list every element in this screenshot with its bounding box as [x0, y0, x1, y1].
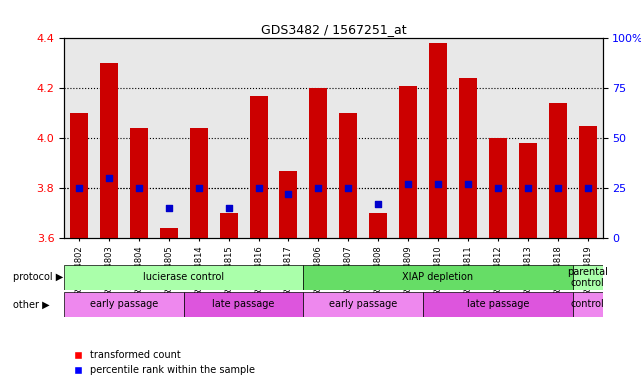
Point [403, 181, 413, 187]
Bar [249, 96, 267, 238]
Point [463, 181, 473, 187]
Point [433, 181, 443, 187]
Bar [130, 128, 148, 238]
Text: late passage: late passage [212, 299, 275, 310]
Bar [100, 63, 118, 238]
Text: other ▶: other ▶ [13, 299, 49, 310]
Point [493, 185, 503, 191]
Point [522, 185, 533, 191]
Legend: transformed count, percentile rank within the sample: transformed count, percentile rank withi… [69, 346, 259, 379]
Bar [459, 78, 477, 238]
Point [553, 185, 563, 191]
Point [583, 185, 593, 191]
Point [224, 205, 234, 211]
Bar [489, 138, 507, 238]
FancyBboxPatch shape [64, 292, 184, 317]
Point [194, 185, 204, 191]
Text: control: control [570, 299, 604, 310]
Point [134, 185, 144, 191]
Bar [369, 213, 387, 238]
Point [283, 191, 294, 197]
Bar [549, 103, 567, 238]
Point [104, 175, 114, 181]
Point [313, 185, 324, 191]
Title: GDS3482 / 1567251_at: GDS3482 / 1567251_at [260, 23, 406, 36]
Bar [190, 128, 208, 238]
Text: early passage: early passage [90, 299, 158, 310]
FancyBboxPatch shape [572, 265, 603, 290]
Point [343, 185, 353, 191]
FancyBboxPatch shape [64, 265, 303, 290]
FancyBboxPatch shape [303, 265, 572, 290]
Bar [310, 88, 328, 238]
Text: protocol ▶: protocol ▶ [13, 272, 63, 283]
FancyBboxPatch shape [184, 292, 303, 317]
Bar [339, 113, 357, 238]
Bar [279, 170, 297, 238]
Point [253, 185, 263, 191]
Text: early passage: early passage [329, 299, 397, 310]
Point [373, 201, 383, 207]
Text: parental
control: parental control [567, 266, 608, 288]
Bar [579, 126, 597, 238]
FancyBboxPatch shape [572, 292, 603, 317]
Point [74, 185, 84, 191]
FancyBboxPatch shape [423, 292, 572, 317]
Bar [429, 43, 447, 238]
Text: lucierase control: lucierase control [143, 272, 224, 283]
Text: late passage: late passage [467, 299, 529, 310]
Bar [519, 143, 537, 238]
Text: XIAP depletion: XIAP depletion [403, 272, 474, 283]
Bar [399, 86, 417, 238]
FancyBboxPatch shape [303, 292, 423, 317]
Bar [220, 213, 238, 238]
Bar [160, 228, 178, 238]
Bar [70, 113, 88, 238]
Point [163, 205, 174, 211]
